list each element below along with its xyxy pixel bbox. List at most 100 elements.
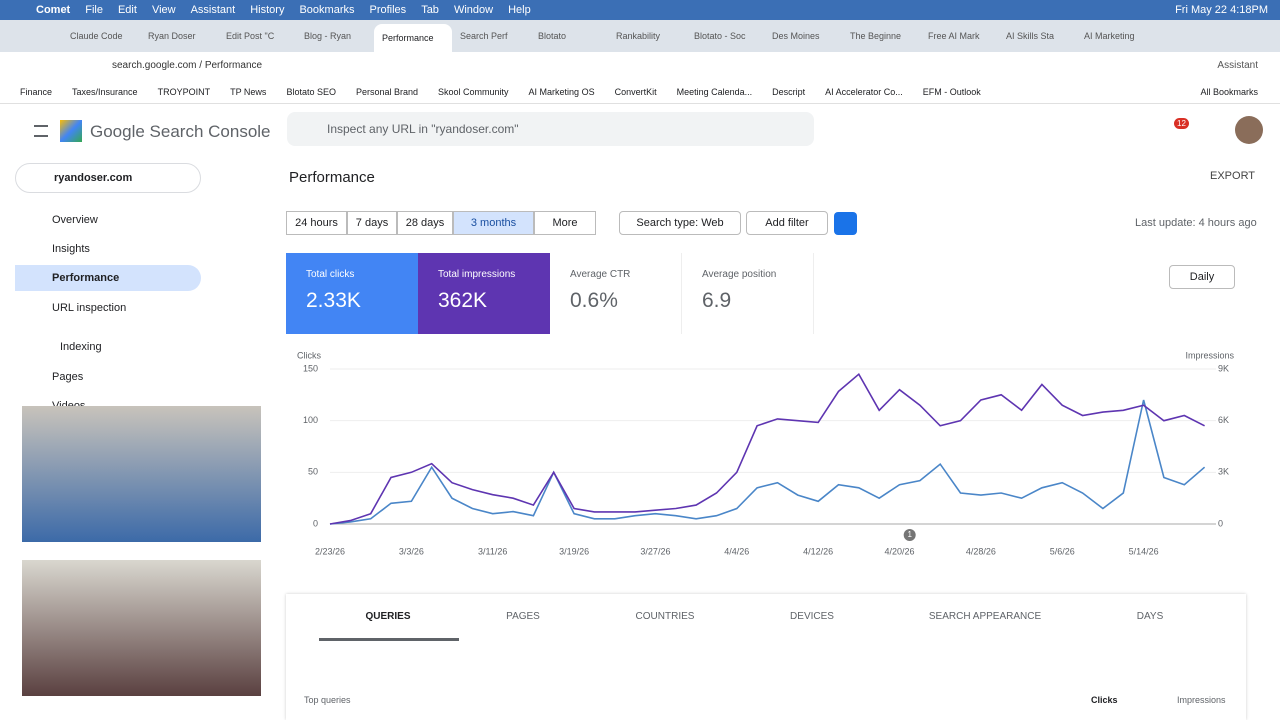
report-tab[interactable]: DEVICES [790, 611, 834, 622]
bookmark[interactable]: Skool Community [438, 86, 509, 97]
browser-tab[interactable]: AI Marketing [1084, 31, 1135, 41]
metric-card[interactable]: Average position 6.9 [682, 253, 814, 334]
metric-value: 6.9 [702, 289, 732, 312]
column-header[interactable]: Impressions [1177, 695, 1226, 705]
assistant-button[interactable]: Assistant [1217, 59, 1258, 71]
menu-item[interactable]: Help [508, 4, 531, 16]
browser-tab[interactable]: Performance [374, 24, 452, 52]
x-tick-label: 3/11/26 [478, 546, 507, 556]
browser-tab[interactable]: Blotato - Soc [694, 31, 746, 41]
nav-item[interactable]: Overview [52, 214, 98, 226]
menu-item[interactable]: Window [453, 4, 494, 16]
report-tab[interactable]: COUNTRIES [635, 611, 695, 622]
menu-item[interactable]: Assistant [190, 4, 236, 16]
menu-item[interactable]: Profiles [369, 4, 407, 16]
report-tab[interactable]: DAYS [1136, 611, 1164, 622]
bookmark[interactable]: AI Marketing OS [528, 86, 595, 97]
address-bar[interactable]: search.google.com / Performance [112, 59, 263, 71]
menu-icon[interactable] [34, 125, 48, 137]
menu-item[interactable]: View [151, 4, 176, 16]
performance-chart: Clicks Impressions 0 50 100 150 0 3K 6K 9K 2/23/26… [297, 350, 1235, 556]
y2-tick-label: 6K [1218, 415, 1229, 425]
x-tick-label: 4/28/26 [966, 546, 996, 556]
nav-item[interactable]: Pages [52, 371, 84, 383]
report-tab[interactable]: QUERIES [365, 611, 411, 622]
webcam-video [22, 560, 261, 696]
metric-value: 2.33K [306, 289, 361, 312]
date-option[interactable]: 28 days [397, 211, 453, 235]
nav-item[interactable]: Insights [52, 243, 90, 255]
bookmark[interactable]: Personal Brand [355, 86, 419, 97]
y-tick-label: 100 [303, 415, 318, 425]
menu-item[interactable]: File [85, 4, 103, 16]
bookmark[interactable]: TP News [230, 86, 267, 97]
filter-settings[interactable] [834, 212, 857, 235]
table-title: Top queries [304, 695, 351, 705]
toolbar: search.google.com / Performance Assistan… [0, 52, 1280, 78]
date-option[interactable]: 24 hours [286, 211, 347, 235]
browser-tab[interactable]: Blotato [538, 31, 567, 41]
search-type-filter[interactable]: Search type: Web [619, 211, 741, 235]
metric-value: 0.6% [570, 289, 618, 312]
page-title: Performance [289, 169, 375, 186]
bookmark[interactable]: Blotato SEO [286, 86, 336, 97]
x-tick-label: 5/6/26 [1050, 546, 1075, 556]
browser-tab[interactable]: Rankability [616, 31, 661, 41]
bookmark[interactable]: EFM - Outlook [922, 86, 981, 97]
x-tick-label: 4/12/26 [803, 546, 833, 556]
metric-card[interactable]: Total clicks 2.33K [286, 253, 418, 334]
bookmark[interactable]: ConvertKit [614, 86, 657, 97]
menu-item[interactable]: History [250, 4, 285, 16]
avatar[interactable] [1235, 116, 1263, 144]
property-selector[interactable]: ryandoser.com [15, 163, 201, 193]
add-filter[interactable]: Add filter [746, 211, 828, 235]
tab-bar: Claude Code Ryan Doser Edit Post "C Blog - … [0, 20, 1280, 52]
granularity[interactable]: Daily [1169, 265, 1235, 289]
app-name: Comet [36, 4, 71, 16]
clock: Fri May 22 4:18PM [1175, 4, 1268, 16]
browser-tab[interactable]: Free AI Mark [928, 31, 980, 41]
report-tab[interactable]: PAGES [506, 611, 540, 622]
bookmark[interactable]: Meeting Calenda... [676, 86, 753, 97]
date-option[interactable]: 7 days [347, 211, 397, 235]
report-tab[interactable]: SEARCH APPEARANCE [928, 611, 1042, 622]
menu-bar: Comet File Edit View Assistant History Bookma… [0, 0, 1280, 20]
metric-card[interactable]: Average CTR 0.6% [550, 253, 682, 334]
nav-item[interactable]: URL inspection [52, 302, 127, 314]
metric-value: 362K [438, 289, 488, 312]
metric-label: Total impressions [438, 269, 516, 280]
browser-tab[interactable]: Edit Post "C [226, 31, 275, 41]
browser-tab[interactable]: Blog - Ryan [304, 31, 352, 41]
browser-tab[interactable]: Ryan Doser [148, 31, 196, 41]
bookmark[interactable]: TROYPOINT [157, 86, 211, 97]
browser-tab[interactable]: Search Perf [460, 31, 508, 41]
browser-tab[interactable]: AI Skills Sta [1006, 31, 1055, 41]
y2-tick-label: 0 [1218, 518, 1223, 528]
metric-label: Average position [702, 269, 777, 280]
column-header[interactable]: Clicks [1091, 695, 1118, 705]
bookmark[interactable]: Taxes/Insurance [72, 86, 138, 97]
browser-tab[interactable]: Claude Code [70, 31, 123, 41]
menu-item[interactable]: Bookmarks [299, 4, 355, 16]
browser-tab[interactable]: Des Moines [772, 31, 820, 41]
date-option[interactable]: 3 months [453, 211, 534, 235]
metric-card[interactable]: Total impressions 362K [418, 253, 550, 334]
menu-item[interactable]: Edit [117, 4, 137, 16]
date-option[interactable]: More [534, 211, 596, 235]
y2-tick-label: 3K [1218, 467, 1229, 477]
bookmark[interactable]: AI Accelerator Co... [825, 86, 903, 97]
browser-tab[interactable]: The Beginne [850, 31, 902, 41]
menu-item[interactable]: Tab [421, 4, 439, 16]
nav-item[interactable]: Performance [15, 265, 201, 291]
export-button[interactable]: EXPORT [1210, 170, 1256, 182]
all-bookmarks[interactable]: All Bookmarks [1200, 86, 1258, 97]
metric-label: Average CTR [570, 269, 631, 280]
url-inspect-search[interactable]: Inspect any URL in "ryandoser.com" [287, 112, 814, 146]
bookmark[interactable]: Finance [20, 86, 53, 97]
bookmark[interactable]: Descript [772, 86, 806, 97]
webcam-video [22, 406, 261, 542]
x-tick-label: 5/14/26 [1129, 546, 1159, 556]
notification-badge: 12 [1174, 118, 1189, 129]
x-tick-label: 3/3/26 [399, 546, 424, 556]
